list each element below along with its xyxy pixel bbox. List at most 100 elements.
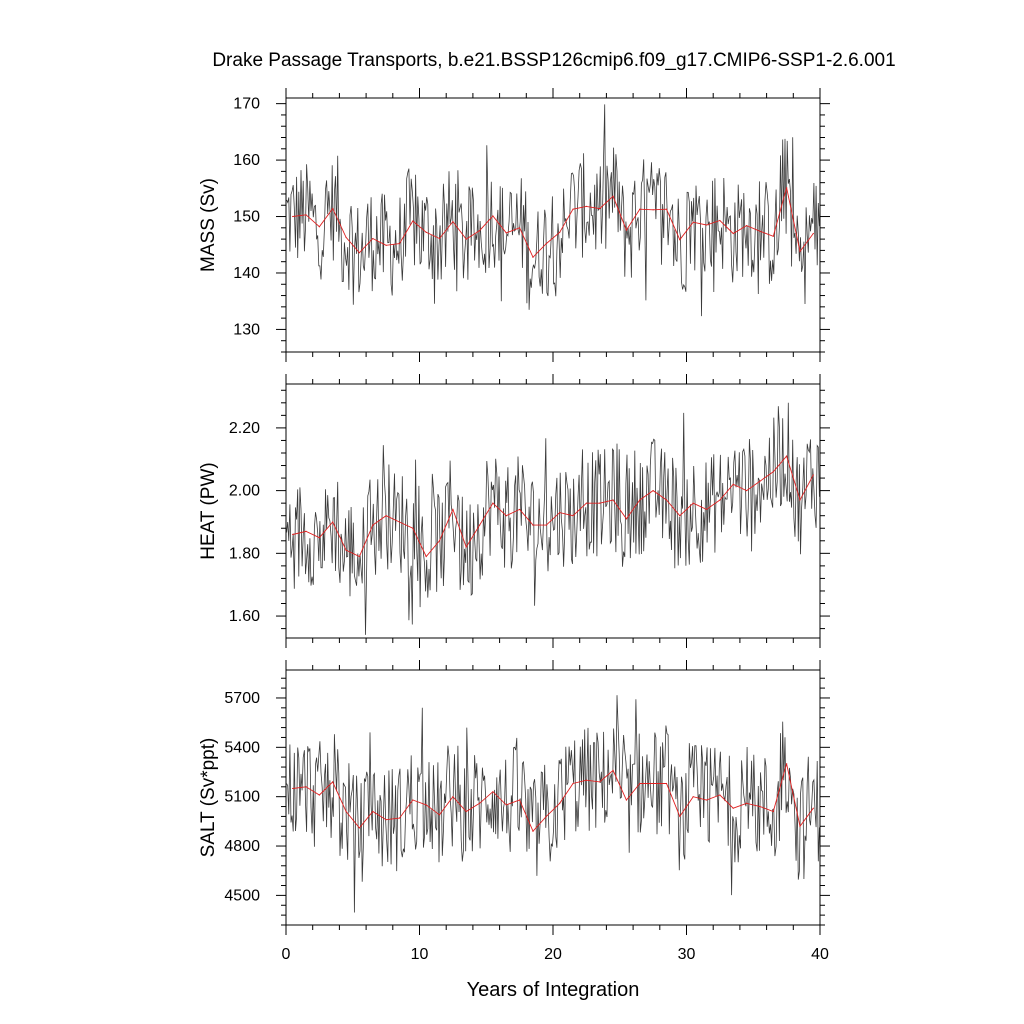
mass-panel: 130 140 150 160 170 MASS (Sv)	[198, 88, 830, 362]
mass-annual-mean-point	[732, 232, 734, 235]
heat-annual-mean-point	[412, 527, 414, 529]
heat-annual-mean-point	[692, 502, 694, 504]
mass-annual-mean-point	[639, 208, 641, 210]
heat-annual-mean-point	[519, 508, 521, 511]
salt-annual-mean-point	[705, 799, 708, 801]
x-tick-label: 0	[282, 946, 291, 963]
salt-annual-mean-point	[305, 786, 307, 788]
mass-annual-mean-point	[465, 238, 467, 240]
heat-annual-mean-point	[679, 515, 681, 517]
heat-annual-mean-point	[719, 499, 721, 501]
salt-annual-mean-point	[585, 779, 587, 781]
salt-annual-mean-point	[425, 804, 427, 806]
salt-annual-mean-point	[545, 815, 547, 818]
heat-y-tick-label: 2.20	[229, 420, 260, 437]
heat-annual-mean-point	[545, 524, 547, 526]
heat-annual-mean-point	[452, 508, 454, 511]
heat-annual-mean-point	[425, 555, 427, 558]
salt-annual-mean-point	[812, 807, 814, 809]
heat-annual-mean-point	[478, 524, 481, 526]
salt-annual-mean-line	[292, 763, 814, 833]
mass-annual-mean-point	[599, 208, 601, 210]
salt-y-tick-label: 5400	[224, 739, 260, 756]
mass-annual-mean-point	[786, 187, 788, 189]
mass-y-axis-label: MASS (Sv)	[198, 178, 219, 272]
mass-annual-mean-point	[692, 221, 694, 223]
salt-annual-mean-point	[318, 794, 320, 796]
salt-annual-mean-point	[358, 827, 361, 829]
salt-annual-mean-point	[505, 804, 507, 806]
salt-annual-mean-point	[292, 787, 294, 790]
salt-annual-mean-point	[665, 782, 668, 785]
salt-annual-mean-point	[719, 794, 721, 796]
heat-y-tick-label: 1.60	[229, 608, 260, 625]
heat-annual-mean-point	[705, 508, 708, 511]
salt-y-tick-label: 5100	[224, 789, 260, 806]
salt-annual-mean-point	[599, 781, 601, 783]
mass-annual-mean-point	[799, 250, 801, 253]
salt-annual-mean-point	[452, 796, 454, 798]
x-axis-label: Years of Integration	[467, 979, 640, 1001]
salt-annual-mean-point	[612, 769, 614, 771]
salt-y-tick-label: 5700	[224, 690, 260, 707]
mass-annual-mean-point	[519, 227, 521, 229]
heat-annual-mean-point	[639, 499, 641, 501]
heat-y-tick-label: 1.80	[229, 545, 260, 562]
heat-annual-mean-point	[652, 490, 654, 492]
heat-annual-mean-point	[625, 518, 628, 520]
mass-annual-mean-point	[292, 215, 294, 218]
salt-annual-mean-point	[559, 802, 561, 804]
salt-annual-mean-point	[385, 819, 387, 821]
mass-annual-mean-point	[625, 229, 628, 231]
mass-annual-mean-point	[652, 209, 654, 211]
mass-y-tick-label: 160	[233, 152, 260, 169]
heat-y-axis-label: HEAT (PW)	[198, 462, 219, 559]
salt-annual-mean-point	[345, 810, 347, 813]
heat-annual-mean-point	[812, 474, 814, 476]
salt-plot-frame	[285, 669, 821, 926]
heat-annual-mean-point	[438, 540, 441, 542]
salt-annual-mean-point	[679, 815, 681, 818]
salt-annual-mean-point	[492, 791, 494, 793]
mass-annual-mean-point	[665, 208, 668, 210]
mass-annual-mean-line	[292, 187, 814, 258]
heat-annual-mean-point	[372, 524, 374, 526]
salt-annual-mean-point	[372, 810, 374, 813]
heat-annual-mean-point	[305, 530, 307, 532]
heat-annual-mean-point	[492, 502, 494, 504]
heat-annual-mean-point	[532, 524, 534, 526]
salt-y-tick-label: 4800	[224, 838, 260, 855]
salt-panel: 4500 4800 5100 5400 5700 0 10 20 30 40 SALT (Sv*pp…	[198, 660, 830, 963]
heat-panel: 1.60 1.80 2.00 2.20 HEAT (PW)	[198, 374, 830, 648]
heat-annual-mean-point	[385, 515, 387, 517]
mass-annual-mean-point	[745, 224, 748, 227]
mass-annual-mean-point	[452, 221, 454, 223]
heat-annual-mean-point	[585, 502, 587, 504]
mass-annual-mean-point	[585, 205, 587, 207]
heat-annual-mean-point	[572, 515, 574, 517]
salt-annual-mean-point	[572, 782, 574, 785]
mass-annual-mean-point	[812, 232, 814, 235]
salt-monthly-series-line	[286, 695, 820, 913]
heat-annual-mean-point	[358, 555, 361, 558]
mass-annual-mean-point	[398, 243, 401, 245]
mass-annual-mean-point	[345, 236, 347, 239]
mass-annual-mean-point	[545, 243, 547, 245]
heat-annual-mean-point	[332, 521, 334, 523]
heat-annual-mean-point	[732, 483, 734, 485]
mass-annual-mean-point	[772, 235, 774, 237]
mass-annual-mean-point	[612, 195, 614, 197]
salt-annual-mean-point	[412, 799, 414, 801]
heat-monthly-series-line	[286, 402, 820, 635]
salt-annual-mean-point	[438, 814, 441, 816]
salt-annual-mean-point	[532, 830, 534, 832]
mass-annual-mean-point	[385, 244, 387, 246]
heat-annual-mean-point	[799, 499, 801, 501]
mass-annual-mean-point	[679, 239, 681, 241]
heat-annual-mean-point	[665, 499, 668, 501]
salt-annual-mean-point	[732, 807, 734, 809]
salt-annual-mean-point	[465, 810, 467, 813]
heat-annual-mean-point	[559, 511, 561, 514]
heat-annual-mean-point	[786, 455, 788, 457]
salt-annual-mean-point	[519, 799, 521, 801]
